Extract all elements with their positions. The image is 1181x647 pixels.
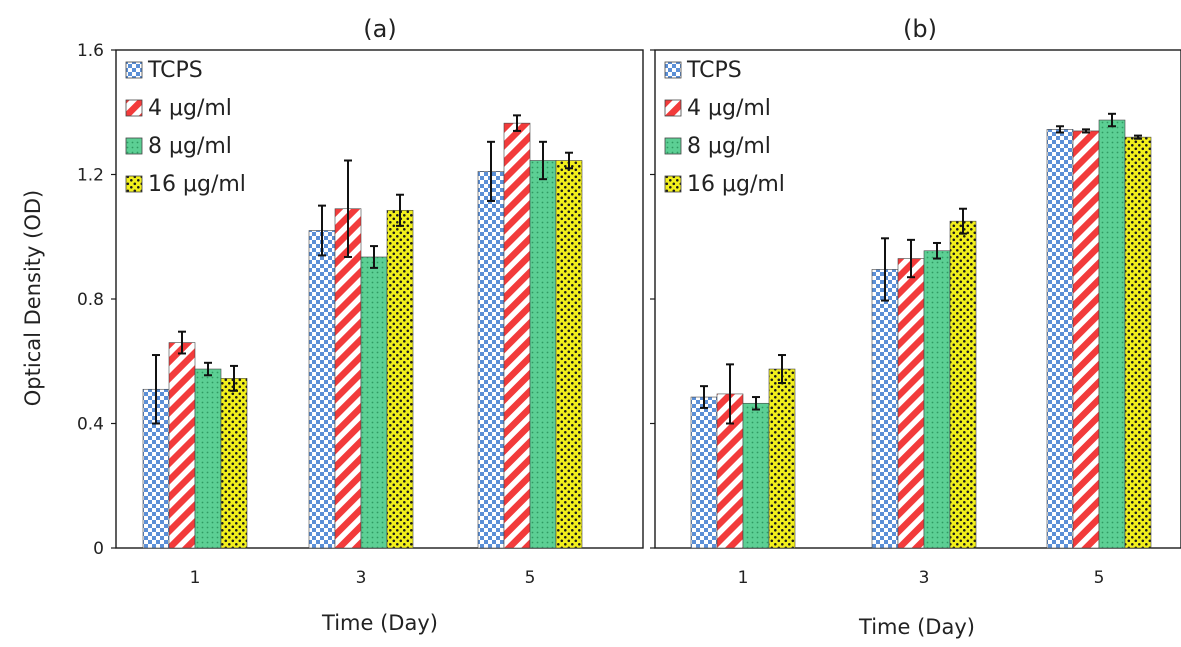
legend-label: 4 μg/ml: [148, 96, 232, 121]
x-tick-label: 1: [738, 568, 749, 588]
legend-swatch: [125, 175, 143, 193]
bar: [742, 402, 770, 549]
bar: [768, 368, 796, 549]
y-tick-label: 0.8: [77, 290, 104, 310]
y-axis-title: Optical Density (OD): [21, 190, 45, 406]
bar: [690, 396, 718, 549]
legend-swatch: [125, 99, 143, 117]
legend-label: 8 μg/ml: [687, 134, 771, 159]
legend-swatch: [664, 175, 682, 193]
legend-swatch: [664, 137, 682, 155]
x-axis-title-a: Time (Day): [321, 611, 438, 635]
y-tick-label: 0.4: [77, 415, 104, 435]
x-tick-label: 3: [919, 568, 930, 588]
panel-a-title: (a): [363, 15, 396, 43]
bar: [871, 269, 899, 549]
legend-label: 16 μg/ml: [148, 172, 246, 197]
bar: [334, 208, 362, 549]
bar: [386, 209, 414, 549]
bar: [194, 368, 222, 549]
bar: [897, 258, 925, 549]
bar: [1098, 119, 1126, 549]
bar: [1124, 136, 1152, 549]
bar: [555, 160, 583, 549]
bar: [529, 160, 557, 549]
x-tick-label: 5: [525, 568, 536, 588]
legend-swatch: [664, 99, 682, 117]
bar: [360, 256, 388, 549]
bar: [1046, 129, 1074, 549]
legend-label: 8 μg/ml: [148, 134, 232, 159]
legend-swatch: [125, 61, 143, 79]
bar: [1072, 130, 1100, 549]
bar: [308, 230, 336, 549]
bar: [923, 250, 951, 549]
y-tick-label: 0: [93, 539, 104, 559]
x-axis-title-b: Time (Day): [858, 615, 975, 639]
bar: [220, 378, 248, 549]
legend-label: TCPS: [147, 58, 203, 83]
y-tick-label: 1.6: [77, 41, 104, 61]
plot-layer: 0 0.4 0.8 1.2 1.6 1 3 5 TCPS 4 μg/ml 8 μg/ml 16 μg/…: [77, 41, 1181, 588]
x-tick-label: 3: [356, 568, 367, 588]
legend-label: 4 μg/ml: [687, 96, 771, 121]
legend-label: TCPS: [686, 58, 742, 83]
x-tick-label: 1: [190, 568, 201, 588]
bar: [503, 122, 531, 549]
panel-b: 1 3 5 TCPS 4 μg/ml 8 μg/ml 16 μg/ml: [650, 49, 1181, 588]
y-tick-label: 1.2: [77, 166, 104, 186]
x-tick-label: 5: [1094, 568, 1105, 588]
bar: [949, 220, 977, 549]
legend-swatch: [125, 137, 143, 155]
panel-b-title: (b): [903, 15, 937, 43]
bar: [168, 342, 196, 549]
legend-label: 16 μg/ml: [687, 172, 785, 197]
legend-swatch: [664, 61, 682, 79]
panel-a: 0 0.4 0.8 1.2 1.6 1 3 5 TCPS 4 μg/ml 8 μg/ml 16 μg/…: [77, 41, 644, 588]
bar: [477, 171, 505, 549]
